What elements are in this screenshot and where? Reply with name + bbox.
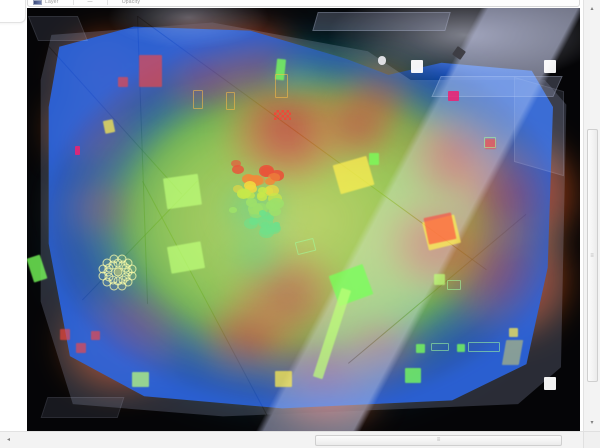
horizontal-scroll-track[interactable]: ≡ (17, 432, 583, 448)
toolbar-group-layer[interactable]: Layer (33, 0, 59, 5)
white-square-marker-3[interactable] (543, 376, 556, 390)
dark-diamond-marker[interactable] (451, 45, 466, 60)
top-toolbar[interactable]: Layer — Opacity (27, 0, 580, 7)
outline-asset-marker-4[interactable] (447, 279, 461, 290)
red-asset-marker-5[interactable] (60, 329, 71, 340)
pink-zone-marker-2[interactable] (74, 145, 81, 155)
yellow-asset-marker-3[interactable] (103, 118, 116, 134)
outline-asset-marker-1[interactable] (192, 90, 203, 109)
red-asset-marker-4[interactable] (484, 139, 496, 150)
sensor-dot-cluster[interactable] (215, 160, 287, 239)
green-asset-marker-9[interactable] (457, 343, 465, 353)
vertical-thumb-grip: ≡ (590, 252, 594, 259)
white-square-marker-1[interactable] (410, 60, 423, 73)
radial-antenna-rosette[interactable] (98, 254, 137, 291)
outline-asset-marker-8[interactable] (274, 73, 288, 98)
toolbar-divider-1 (72, 0, 74, 5)
green-asset-marker-8[interactable] (416, 343, 426, 354)
red-asset-marker-2[interactable] (117, 76, 128, 87)
red-asset-marker-1[interactable] (138, 54, 162, 87)
scrollbar-corner (583, 431, 600, 448)
green-asset-marker-1[interactable] (328, 264, 375, 307)
yellow-asset-marker-1[interactable] (332, 155, 375, 195)
map-stage (27, 8, 580, 431)
horizontal-scrollbar[interactable]: ◂ ≡ (0, 431, 583, 448)
scroll-up-button[interactable]: ▴ (590, 5, 594, 12)
toolbar-group-dash[interactable]: — (88, 0, 93, 5)
green-asset-marker-7[interactable] (27, 254, 48, 283)
white-square-marker-2[interactable] (543, 60, 556, 73)
green-asset-marker-2[interactable] (405, 368, 421, 383)
vertical-scrollbar[interactable]: ▴ ≡ ▾ (583, 0, 600, 431)
yellow-asset-marker-5[interactable] (509, 327, 519, 338)
outline-asset-marker-2[interactable] (226, 91, 235, 110)
heatmap-canvas[interactable] (27, 8, 580, 431)
yellow-asset-marker-6[interactable] (501, 340, 523, 366)
green-asset-marker-11[interactable] (132, 371, 149, 387)
heatmap-layer (27, 8, 580, 431)
red-asset-marker-7[interactable] (91, 331, 100, 341)
green-asset-marker-10[interactable] (434, 274, 446, 286)
outline-asset-marker-5[interactable] (483, 136, 496, 148)
map-markers (27, 8, 580, 431)
outline-asset-marker-3[interactable] (294, 237, 316, 255)
pink-zone-marker-1[interactable] (448, 90, 459, 102)
green-asset-marker-3[interactable] (368, 152, 379, 165)
color-swatch-icon (33, 0, 42, 5)
outline-asset-marker-7[interactable] (468, 342, 501, 353)
checker-zone-marker[interactable] (273, 109, 292, 120)
scroll-down-button[interactable]: ▾ (590, 419, 594, 426)
white-circle-marker[interactable] (377, 55, 387, 65)
horizontal-scroll-thumb[interactable]: ≡ (315, 434, 562, 446)
toolbar-label-opacity: Opacity (121, 0, 141, 5)
vertical-scroll-thumb[interactable]: ≡ (586, 129, 598, 382)
horizontal-thumb-grip: ≡ (436, 437, 441, 443)
left-floating-panel[interactable] (0, 0, 26, 23)
yellow-asset-marker-4[interactable] (274, 370, 293, 387)
toolbar-label-dash: — (87, 0, 93, 5)
scroll-left-button[interactable]: ◂ (6, 437, 10, 443)
toolbar-divider-2 (106, 0, 108, 5)
red-asset-marker-6[interactable] (75, 343, 86, 354)
toolbar-label-layer: Layer (45, 0, 59, 5)
vertical-scroll-track[interactable]: ≡ (584, 17, 600, 414)
green-asset-marker-4[interactable] (163, 174, 203, 210)
outline-asset-marker-6[interactable] (430, 343, 450, 352)
green-ramp-marker[interactable] (312, 287, 351, 380)
toolbar-group-opacity[interactable]: Opacity (122, 0, 140, 5)
green-asset-marker-5[interactable] (166, 241, 205, 274)
